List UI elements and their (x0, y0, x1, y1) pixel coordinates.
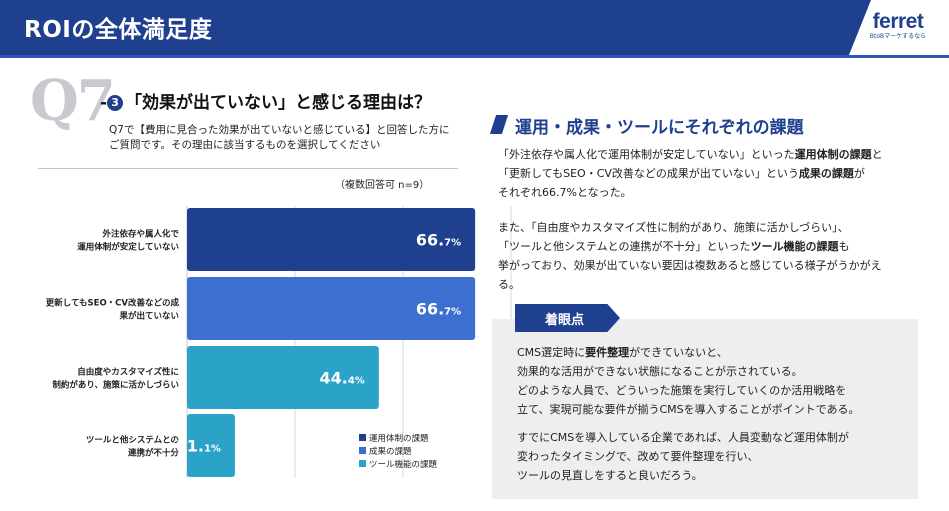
logo-tagline: BtoBマーケするなら (869, 33, 927, 40)
text-line: 挙がっており、効果が出ていない要因は複数あると感じている様子がうかがえ (498, 259, 882, 272)
emphasis-text: 運用体制の課題 (794, 148, 872, 161)
chart-legend: 運用体制の課題 成果の課題ツール機能の課題 (359, 431, 437, 470)
text-line: それぞれ66.7%となった。 (498, 186, 632, 199)
category-label: ツールと他システムとの (86, 435, 179, 446)
data-label: 44.4% (319, 369, 364, 388)
summary-paragraph-2: また、「自由度やカスタマイズ性に制約があり、施策に活かしづらい」、 「ツールと他… (498, 218, 923, 294)
header-stripe (0, 55, 949, 58)
logo-wordmark: ferret (872, 10, 924, 33)
bar (187, 208, 476, 271)
text-line: る。 (498, 278, 520, 291)
category-label: 更新してもSEO・CV改善などの成 (46, 298, 180, 309)
text-line: 「外注依存や属人化で運用体制が安定していない」といった運用体制の課題と (498, 148, 883, 161)
text-line: 立て、実現可能な要件が揃うCMSを導入することがポイントである。 (517, 403, 860, 416)
legend-item: 運用体制の課題 (359, 431, 437, 444)
text-line: どのような人員で、どういった施策を実行していくのか活用戦略を (517, 384, 847, 397)
category-label: 運用体制が安定していない (77, 242, 179, 253)
emphasis-text: ツール機能の課題 (750, 240, 839, 253)
text-line: 「ツールと他システムとの連携が不十分」といったツール機能の課題も (498, 240, 850, 253)
legend-label: 成果の課題 (369, 446, 412, 457)
bar (187, 346, 379, 409)
insight-paragraph-2: すでにCMSを導入している企業であれば、人員変動など運用体制が 変わったタイミン… (517, 428, 912, 485)
text-line: CMS選定時に要件整理ができていないと、 (517, 346, 728, 359)
page-title: ROIの全体満足度 (24, 17, 213, 43)
legend-label: ツール機能の課題 (369, 459, 438, 470)
text-line: ツールの見直しをすると良いだろう。 (517, 469, 703, 482)
question-number-icon: 3 (107, 95, 124, 111)
category-label: 果が出ていない (118, 311, 179, 322)
category-label: 制約があり、施策に活かしづらい (52, 380, 179, 391)
data-label: 66.7% (416, 300, 461, 319)
emphasis-text: 成果の課題 (798, 167, 854, 180)
summary-paragraph-1: 「外注依存や属人化で運用体制が安定していない」といった運用体制の課題と 「更新し… (498, 145, 923, 202)
text-line: 効果的な活用ができない状態になることが示されている。 (517, 365, 803, 378)
header-banner: ROIの全体満足度 ferret BtoBマーケするなら (0, 0, 949, 55)
insight-label: 着眼点 (545, 313, 585, 328)
insight-box (492, 319, 918, 499)
question-description-line: Q7で【費用に見合った効果が出ていないと感じている】と回答した方に (109, 124, 450, 136)
text-line: 「更新してもSEO・CV改善などの成果が出ていない」という成果の課題が (498, 167, 865, 180)
question-description-line: ご質問です。その理由に該当するものを選択してください (109, 139, 381, 151)
bar (187, 277, 476, 340)
divider (38, 168, 458, 169)
text-line: すでにCMSを導入している企業であれば、人員変動など運用体制が (517, 431, 849, 444)
insight-tab (515, 304, 620, 332)
legend-label: 運用体制の課題 (369, 433, 429, 444)
emphasis-text: 要件整理 (585, 346, 630, 359)
text-line: また、「自由度やカスタマイズ性に制約があり、施策に活かしづらい」、 (498, 221, 849, 234)
answer-note: （複数回答可 n=9） (335, 180, 430, 191)
category-label: 外注依存や属人化で (101, 229, 179, 240)
legend-swatch (359, 434, 366, 441)
data-label: 11.1% (176, 437, 221, 456)
bar (187, 414, 235, 477)
ferret-logo: ferret BtoBマーケするなら (859, 11, 937, 41)
question-title-text: 「効果が出ていない」と感じる理由は？ (125, 93, 432, 113)
question-badge: Q7 (30, 68, 116, 134)
legend-swatch (359, 447, 366, 454)
question-dash: - (100, 93, 108, 113)
legend-item: 成果の課題 (359, 444, 437, 457)
insight-paragraph-1: CMS選定時に要件整理ができていないと、 効果的な活用ができない状態になることが… (517, 343, 912, 419)
legend-swatch (359, 460, 366, 467)
data-label: 66.7% (416, 231, 461, 250)
legend-item: ツール機能の課題 (359, 457, 437, 470)
question-description: Q7で【費用に見合った効果が出ていないと感じている】と回答した方に ご質問です。… (109, 123, 469, 153)
text-line: 変わったタイミングで、改めて要件整理を行い、 (517, 450, 759, 463)
section-title: 運用・成果・ツールにそれぞれの課題 (515, 118, 804, 138)
category-label: 自由度やカスタマイズ性に (77, 367, 179, 378)
question-title: -3 「効果が出ていない」と感じる理由は？ (100, 88, 431, 113)
category-label: 連携が不十分 (128, 448, 180, 459)
